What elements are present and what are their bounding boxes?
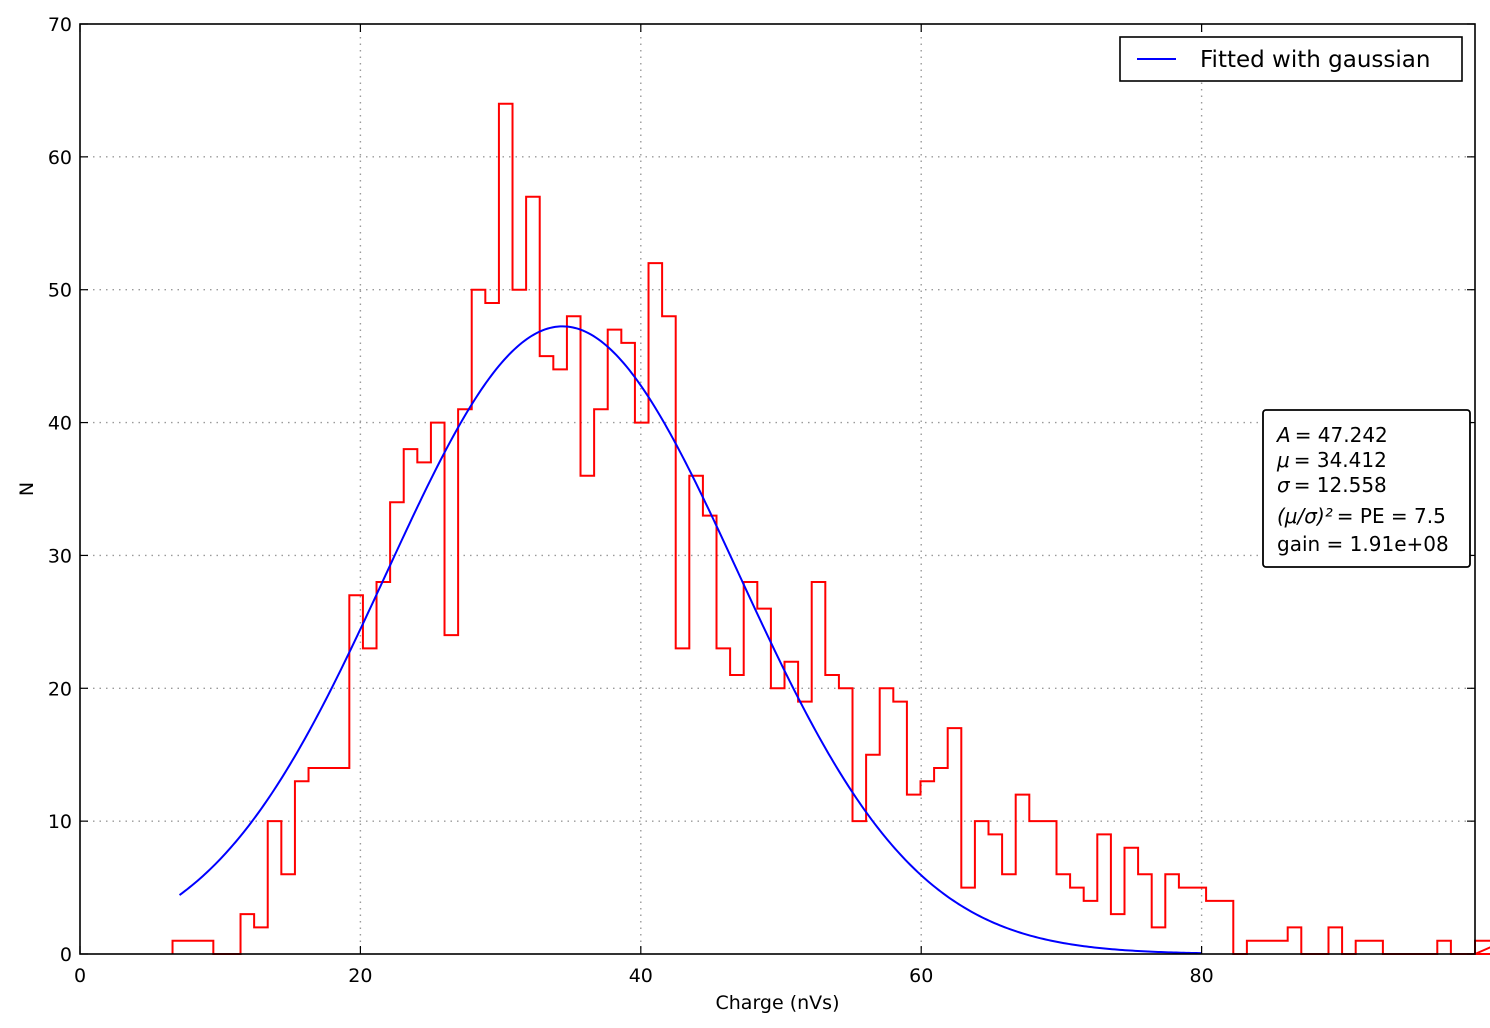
y-tick-label: 30	[48, 545, 72, 567]
y-tick-label: 0	[60, 944, 72, 966]
stat-line-mean: μ = 34.412	[1276, 448, 1387, 472]
y-tick-label: 20	[48, 678, 72, 700]
grid	[80, 24, 1475, 954]
histogram	[171, 102, 1490, 955]
fit-parameters-frame	[1262, 409, 1471, 568]
gaussian-fit-line	[178, 325, 1202, 955]
stat-line-sigma: σ = 12.558	[1277, 473, 1387, 497]
legend-label-fit: Fitted with gaussian	[1200, 47, 1430, 73]
x-tick-label: 60	[909, 965, 933, 987]
stat-line-pe: (μ/σ)² = PE = 7.5	[1277, 504, 1446, 528]
x-tick-label: 20	[348, 965, 372, 987]
y-tick-label: 10	[48, 811, 72, 833]
y-tick-label: 70	[48, 14, 72, 36]
stat-line-amplitude: A = 47.242	[1275, 423, 1388, 447]
legend-box	[1119, 36, 1463, 82]
x-tick-label: 80	[1190, 965, 1214, 987]
y-axis-label: N	[16, 482, 38, 496]
legend: Fitted with gaussian	[1119, 36, 1463, 82]
axis-ticks: 0 20 40 60 80 0 10 20 30 40 50 60 70	[48, 14, 1475, 987]
x-tick-label: 40	[629, 965, 653, 987]
y-tick-label: 40	[48, 413, 72, 435]
fit-parameters-box: A = 47.242 μ = 34.412 σ = 12.558 (μ/σ)² = PE…	[1262, 409, 1471, 568]
x-tick-label: 0	[74, 965, 86, 987]
fit-curve	[178, 325, 1202, 955]
histogram-steps	[171, 102, 1490, 955]
plot-frame	[79, 23, 1476, 955]
y-tick-label: 50	[48, 280, 72, 302]
y-tick-label: 60	[48, 147, 72, 169]
stat-line-gain: gain = 1.91e+08	[1277, 532, 1449, 556]
x-axis-label: Charge (nVs)	[716, 992, 840, 1014]
